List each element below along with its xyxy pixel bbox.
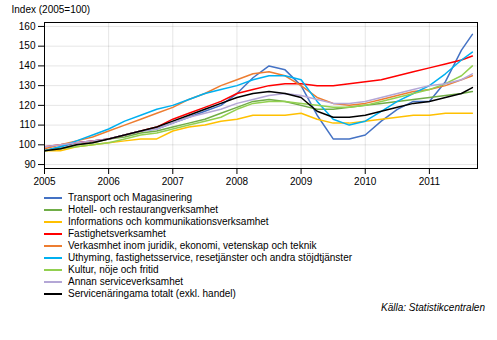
svg-text:120: 120 (19, 100, 36, 111)
svg-text:2010: 2010 (354, 176, 377, 187)
svg-text:2011: 2011 (419, 176, 441, 187)
svg-text:100: 100 (19, 139, 36, 150)
svg-text:90: 90 (24, 159, 36, 170)
html-text:Källa: Statistikcentralen: Källa: Statistikcentralen (381, 302, 485, 313)
html-text:Transport och Magasinering: Transport och Magasinering (68, 192, 193, 203)
html-text:Fastighetsverksamhet: Fastighetsverksamhet (68, 228, 166, 239)
svg-text:2007: 2007 (162, 176, 185, 187)
html-text:Uthyming, fastighetsservice, r: Uthyming, fastighetsservice, resetjänste… (68, 252, 352, 263)
svg-text:130: 130 (19, 80, 36, 91)
html-text:Annan serviceverksamhet: Annan serviceverksamhet (68, 276, 184, 287)
svg-text:140: 140 (19, 60, 36, 71)
html-text:Informations och kommunikation: Informations och kommunikationsverksamhe… (68, 216, 269, 227)
html-text:Kultur, nöje och fritid: Kultur, nöje och fritid (68, 264, 159, 275)
svg-text:2005: 2005 (33, 176, 56, 187)
svg-text:Index (2005=100): Index (2005=100) (12, 4, 91, 15)
svg-text:110: 110 (20, 119, 36, 130)
svg-text:150: 150 (19, 40, 36, 51)
svg-text:2008: 2008 (226, 176, 249, 187)
svg-text:2006: 2006 (98, 176, 121, 187)
html-text:Servicenäringama totalt (exkl.: Servicenäringama totalt (exkl. handel) (68, 288, 236, 299)
html-text:Verkasmhet inom juridik, ekono: Verkasmhet inom juridik, ekonomi, vetens… (68, 240, 317, 251)
svg-text:2009: 2009 (290, 176, 313, 187)
svg-text:160: 160 (19, 21, 36, 32)
html-text:Hotell- och restaurangverksamh: Hotell- och restaurangverksamhet (68, 204, 219, 215)
